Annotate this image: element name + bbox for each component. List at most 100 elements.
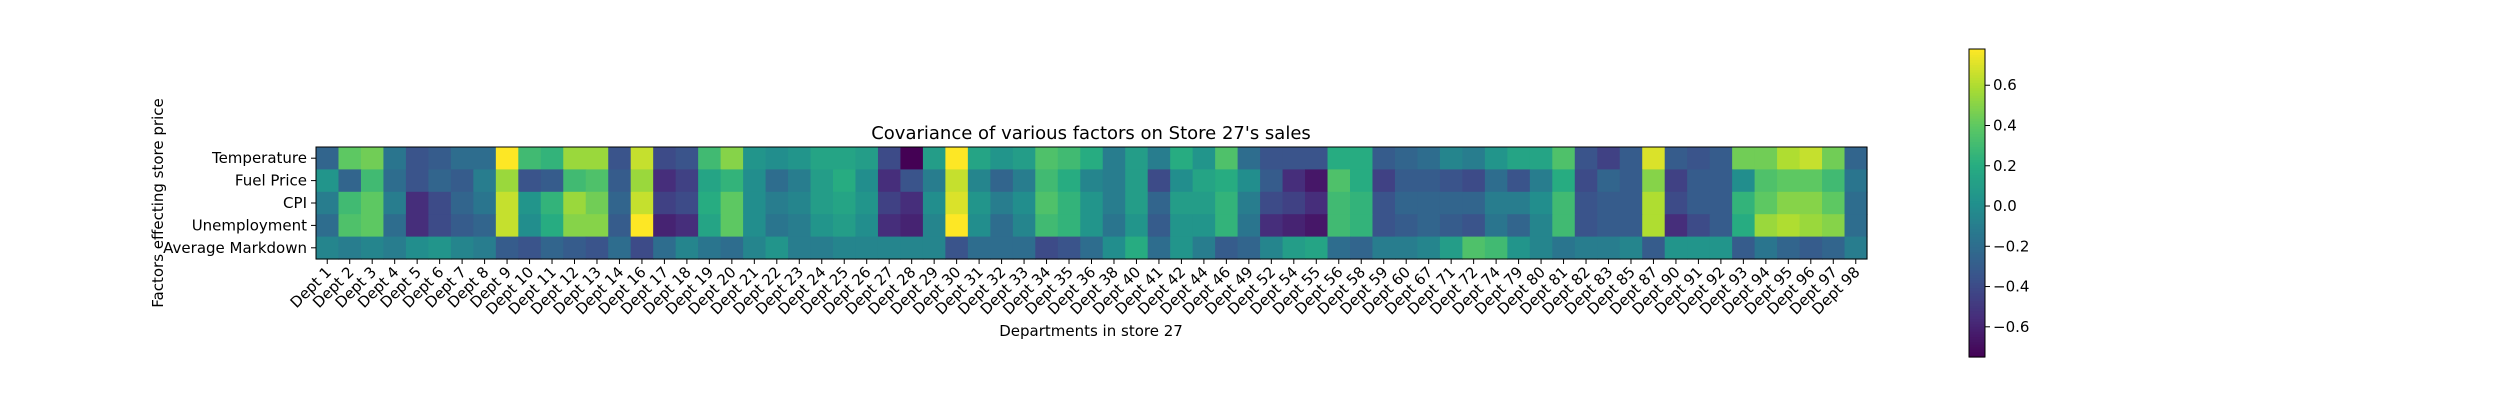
heatmap-cell: [877, 214, 902, 238]
colorbar-segment: [1969, 190, 1985, 194]
colorbar-segment: [1969, 277, 1985, 281]
heatmap-cell: [1282, 169, 1306, 193]
heatmap-cell: [788, 147, 812, 170]
heatmap-cell: [428, 214, 452, 238]
heatmap-cell: [1799, 214, 1823, 238]
colorbar-segment: [1969, 272, 1985, 276]
heatmap-cell: [1462, 147, 1486, 170]
heatmap-cell: [450, 147, 474, 170]
heatmap-cell: [495, 191, 519, 215]
heatmap-cell: [1147, 169, 1171, 193]
heatmap-cell: [1529, 147, 1553, 170]
heatmap-cell: [1687, 236, 1711, 260]
colorbar-segment: [1969, 326, 1985, 330]
colorbar-segment: [1969, 333, 1985, 338]
heatmap-cell: [1012, 191, 1036, 215]
heatmap-cell: [1350, 214, 1374, 238]
heatmap-cell: [653, 191, 677, 215]
heatmap-cell: [1282, 214, 1306, 238]
heatmap-cell: [585, 236, 609, 260]
heatmap-cell: [1754, 147, 1778, 170]
colorbar-segment: [1969, 349, 1985, 353]
heatmap-cell: [1237, 236, 1261, 260]
heatmap-cell: [495, 236, 519, 260]
heatmap-cell: [765, 147, 789, 170]
heatmap-cell: [1080, 214, 1104, 238]
colorbar-segment: [1969, 172, 1985, 176]
heatmap-cell: [1170, 236, 1194, 260]
colorbar-tick-label: −0.2: [1993, 237, 2029, 255]
heatmap-cell: [1777, 236, 1801, 260]
colorbar-segment: [1969, 310, 1985, 314]
heatmap-cell: [653, 236, 677, 260]
heatmap-cell: [608, 191, 632, 215]
heatmap-cell: [1777, 214, 1801, 238]
heatmap-cell: [450, 236, 474, 260]
colorbar-segment: [1969, 59, 1985, 63]
heatmap-cell: [383, 236, 407, 260]
colorbar-segment: [1969, 249, 1985, 253]
heatmap-cell: [1777, 147, 1801, 170]
heatmap-cell: [1619, 147, 1643, 170]
colorbar-segment: [1969, 164, 1985, 168]
heatmap-cell: [1844, 214, 1868, 238]
heatmap-cell: [1102, 214, 1126, 238]
heatmap-cell: [1484, 191, 1508, 215]
colorbar-segment: [1969, 318, 1985, 322]
heatmap-cell: [1192, 147, 1216, 170]
heatmap-cell: [1327, 169, 1351, 193]
heatmap-cell: [945, 191, 969, 215]
heatmap-cell: [1080, 236, 1104, 260]
heatmap-cell: [360, 147, 385, 170]
heatmap-cell: [1237, 147, 1261, 170]
heatmap-cell: [1754, 191, 1778, 215]
heatmap-cell: [743, 147, 767, 170]
heatmap-cell: [585, 191, 609, 215]
heatmap-cell: [788, 236, 812, 260]
colorbar-segment: [1969, 244, 1985, 248]
heatmap-cell: [1215, 169, 1239, 193]
heatmap-cell: [1552, 236, 1576, 260]
heatmap-cell: [405, 169, 429, 193]
heatmap-cell: [990, 191, 1014, 215]
heatmap-cell: [1372, 236, 1396, 260]
heatmap-cell: [990, 236, 1014, 260]
heatmap-cell: [1709, 147, 1733, 170]
heatmap-cell: [1417, 147, 1441, 170]
heatmap-cell: [563, 147, 587, 170]
heatmap-cell: [608, 214, 632, 238]
colorbar-segment: [1969, 126, 1985, 130]
heatmap-cell: [1125, 169, 1149, 193]
heatmap-cell: [1147, 191, 1171, 215]
x-axis-label: Departments in store 27: [999, 322, 1183, 340]
heatmap-frame: [315, 146, 1868, 260]
heatmap-cell: [1822, 236, 1846, 260]
heatmap-cell: [1192, 169, 1216, 193]
heatmap-cell: [428, 236, 452, 260]
colorbar-segment: [1969, 297, 1985, 302]
colorbar-segment: [1969, 169, 1985, 173]
heatmap-cell: [338, 191, 362, 215]
heatmap-cell: [1327, 147, 1351, 170]
heatmap-cell: [833, 236, 857, 260]
heatmap-cell: [1305, 191, 1329, 215]
heatmap-cell: [608, 169, 632, 193]
colorbar-segment: [1969, 154, 1985, 158]
heatmap-cell: [922, 236, 946, 260]
heatmap-cell: [540, 169, 564, 193]
heatmap-cell: [383, 147, 407, 170]
heatmap-cell: [1035, 214, 1059, 238]
heatmap-cell: [1012, 147, 1036, 170]
heatmap-cell: [675, 147, 699, 170]
colorbar-segment: [1969, 74, 1985, 78]
heatmap-cell: [1394, 214, 1419, 238]
y-axis-label: Factors effecting store price: [149, 98, 167, 307]
heatmap-cell: [1035, 236, 1059, 260]
heatmap-cell: [1597, 236, 1621, 260]
colorbar-segment: [1969, 151, 1985, 155]
heatmap-cell: [788, 169, 812, 193]
colorbar-segment: [1969, 115, 1985, 119]
heatmap-cell: [1439, 147, 1463, 170]
heatmap-cell: [1462, 236, 1486, 260]
